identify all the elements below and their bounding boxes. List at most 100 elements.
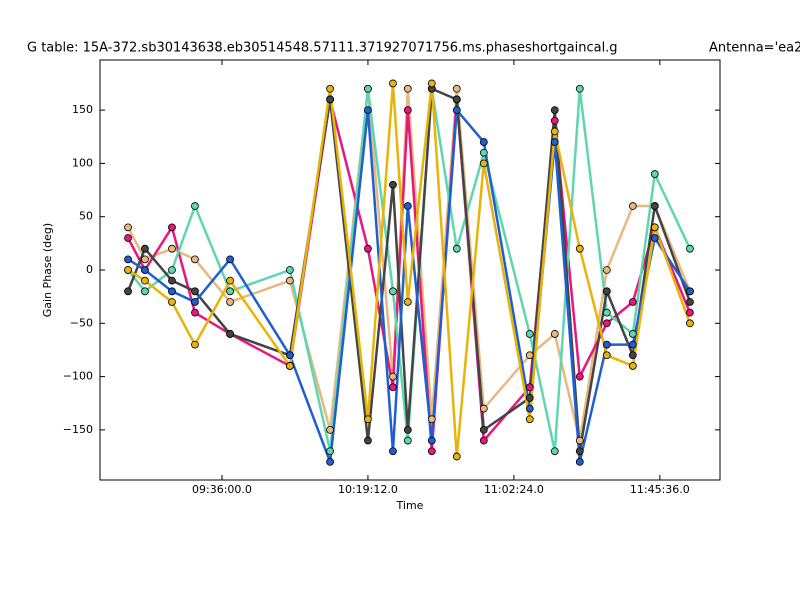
chart-title: G table: 15A-372.sb30143638.eb30514548.5… — [27, 41, 618, 56]
data-point — [389, 287, 397, 296]
data-point — [191, 298, 199, 306]
data-point — [525, 351, 534, 360]
data-point — [452, 452, 461, 461]
data-point — [686, 308, 694, 317]
data-point — [628, 362, 637, 370]
x-tick-label: 11:45:36.0 — [630, 483, 690, 496]
y-tick-label: 150 — [72, 103, 93, 116]
data-point — [575, 84, 584, 93]
data-point — [686, 298, 694, 306]
data-point — [364, 106, 372, 115]
series-line — [127, 106, 691, 463]
data-point — [602, 319, 611, 328]
data-point — [168, 244, 176, 253]
data-point — [427, 79, 436, 88]
data-point — [602, 287, 611, 296]
y-axis-label: Gain Phase (deg) — [41, 223, 54, 317]
y-tick-label: 0 — [86, 263, 93, 276]
data-point — [403, 436, 412, 445]
data-point — [575, 447, 584, 456]
data-point — [628, 202, 637, 210]
data-point — [168, 287, 176, 296]
data-point — [650, 223, 659, 232]
data-point — [427, 447, 436, 456]
data-point — [452, 106, 461, 115]
data-point — [403, 84, 412, 93]
data-point — [389, 372, 397, 381]
data-point — [326, 457, 334, 466]
data-point — [575, 436, 584, 445]
data-point — [364, 436, 372, 445]
data-point — [403, 202, 412, 210]
y-tick-label: −50 — [70, 316, 93, 329]
data-point — [326, 425, 334, 434]
data-point — [326, 84, 334, 93]
data-point — [575, 457, 584, 466]
data-point — [525, 330, 534, 338]
y-tick-label: −150 — [63, 423, 93, 436]
data-point — [550, 138, 559, 146]
x-tick-label: 10:19:12.0 — [338, 483, 398, 496]
data-point — [226, 330, 234, 338]
data-point — [479, 425, 488, 434]
data-point — [389, 447, 397, 456]
data-point — [602, 266, 611, 274]
y-tick-label: 100 — [72, 156, 93, 169]
series-line — [127, 83, 692, 457]
data-point — [389, 383, 397, 392]
data-point — [285, 362, 294, 370]
data-point — [364, 84, 372, 93]
data-point — [550, 116, 559, 125]
data-point — [141, 266, 149, 274]
x-axis-label: Time — [396, 499, 424, 512]
data-point — [628, 340, 637, 349]
data-point — [602, 308, 611, 317]
antenna-label: Antenna='ea25' — [709, 41, 800, 56]
data-point — [168, 276, 176, 285]
data-point — [479, 159, 488, 168]
data-point — [602, 351, 611, 360]
data-point — [686, 287, 694, 296]
data-point — [389, 79, 397, 88]
data-point — [550, 447, 559, 456]
data-point — [602, 340, 611, 349]
data-point — [686, 319, 694, 328]
data-point — [191, 287, 199, 296]
data-point — [628, 330, 637, 338]
data-point — [403, 425, 412, 434]
data-point — [427, 415, 436, 424]
data-point — [452, 244, 461, 253]
x-tick-label: 11:02:24.0 — [484, 483, 544, 496]
data-point — [525, 383, 534, 392]
data-point — [226, 255, 234, 264]
data-point — [226, 287, 234, 296]
data-point — [575, 244, 584, 253]
data-point — [285, 276, 294, 285]
data-point — [124, 255, 132, 264]
data-point — [550, 106, 559, 115]
data-point — [479, 148, 488, 157]
data-point — [141, 276, 149, 285]
data-point — [479, 436, 488, 445]
data-point — [452, 95, 461, 104]
data-point — [452, 84, 461, 93]
data-point — [389, 180, 397, 189]
data-point — [575, 372, 584, 381]
y-tick-label: −100 — [63, 370, 93, 383]
data-point — [191, 308, 199, 317]
data-point — [124, 266, 132, 274]
data-point — [650, 170, 659, 178]
data-point — [124, 234, 132, 242]
data-point — [650, 202, 659, 210]
data-point — [479, 404, 488, 413]
data-point — [168, 223, 176, 232]
data-point — [168, 298, 176, 306]
data-point — [525, 394, 534, 402]
data-point — [124, 223, 132, 232]
data-point — [226, 276, 234, 285]
data-point — [403, 106, 412, 115]
plot-area — [124, 79, 694, 466]
data-point — [168, 266, 176, 274]
data-point — [285, 351, 294, 360]
